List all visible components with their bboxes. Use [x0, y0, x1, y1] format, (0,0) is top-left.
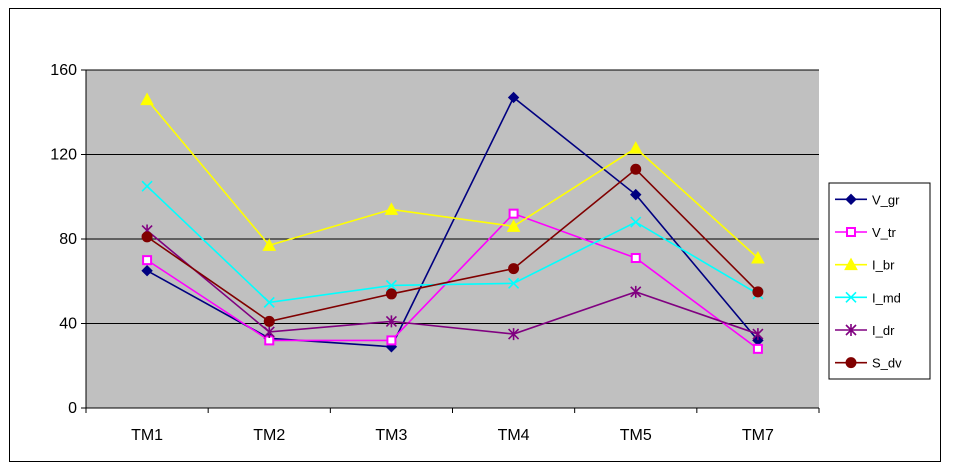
series-i-dr: [141, 224, 764, 341]
series-line: [146, 185, 759, 304]
legend-marker: [845, 291, 857, 303]
series-line: [146, 229, 759, 335]
data-point: [141, 264, 153, 277]
data-point: [630, 285, 642, 298]
legend-marker: [844, 257, 858, 271]
data-point: [508, 263, 520, 275]
series-i-br: [140, 92, 765, 264]
data-point: [630, 216, 642, 228]
series-s-dv: [141, 163, 764, 327]
data-point: [752, 343, 763, 354]
legend-label: V_tr: [872, 225, 897, 240]
data-point: [506, 219, 521, 232]
series-v-tr: [142, 208, 763, 354]
y-tick-label: 120: [50, 147, 77, 164]
data-point: [141, 180, 153, 192]
legend-label: I_br: [872, 258, 895, 273]
data-point: [752, 286, 764, 298]
data-point: [263, 325, 275, 338]
data-point: [508, 328, 520, 341]
data-point: [385, 315, 397, 328]
data-point: [263, 315, 275, 327]
data-point: [507, 91, 520, 104]
legend-entry: S_dv: [835, 356, 902, 371]
legend-entry: V_tr: [835, 225, 897, 240]
x-tick-label: TM5: [620, 427, 652, 444]
data-point: [142, 255, 153, 266]
data-point: [751, 250, 765, 264]
legend-entry: I_br: [835, 257, 895, 273]
series-line: [146, 168, 759, 323]
data-point: [384, 202, 399, 215]
legend-marker: [845, 357, 857, 369]
series-group: [140, 91, 765, 354]
line-chart: 0 40 80 120 160 TM1 TM2 TM3 TM4 TM5 TM7 V_gr V_tr I_…: [50, 62, 931, 444]
series-line: [146, 99, 759, 259]
data-point: [628, 141, 643, 154]
x-tick-label: TM2: [253, 427, 285, 444]
y-tick-label: 80: [59, 231, 77, 248]
legend-entry: V_gr: [835, 192, 900, 207]
data-point: [752, 328, 764, 341]
data-point: [508, 208, 519, 219]
y-tick-label: 40: [59, 316, 77, 333]
x-tick-label: TM7: [742, 427, 774, 444]
x-tick-label: TM4: [498, 427, 530, 444]
x-tick-label: TM3: [375, 427, 407, 444]
gridlines: [86, 69, 819, 324]
data-point: [386, 335, 397, 346]
legend-marker: [845, 324, 857, 336]
data-point: [508, 277, 520, 289]
legend-label: S_dv: [872, 356, 902, 371]
legend-label: I_dr: [872, 323, 895, 338]
legend-marker: [846, 227, 856, 237]
data-point: [141, 231, 153, 243]
legend-label: I_md: [872, 290, 901, 305]
legend-box: [828, 182, 931, 380]
legend-marker: [845, 193, 857, 206]
data-point: [263, 296, 275, 308]
x-tick-label: TM1: [131, 427, 163, 444]
data-point: [385, 279, 397, 292]
data-point: [140, 92, 154, 106]
data-point: [630, 253, 641, 264]
legend-entry: I_dr: [835, 323, 895, 338]
data-point: [385, 288, 397, 300]
legend-label: V_gr: [872, 192, 900, 207]
data-point: [630, 163, 642, 175]
y-tick-label: 0: [68, 400, 77, 417]
legend-entry: I_md: [835, 290, 901, 305]
chart-frame: 0 40 80 120 160 TM1 TM2 TM3 TM4 TM5 TM7 V_gr V_tr I_…: [9, 8, 941, 462]
series-line: [146, 212, 759, 350]
axes: 0 40 80 120 160 TM1 TM2 TM3 TM4 TM5 TM7: [50, 62, 820, 444]
legend: V_gr V_tr I_br I_md I_dr S_dv: [828, 182, 931, 380]
y-tick-label: 160: [50, 62, 77, 79]
data-point: [262, 238, 277, 251]
data-point: [630, 188, 642, 201]
